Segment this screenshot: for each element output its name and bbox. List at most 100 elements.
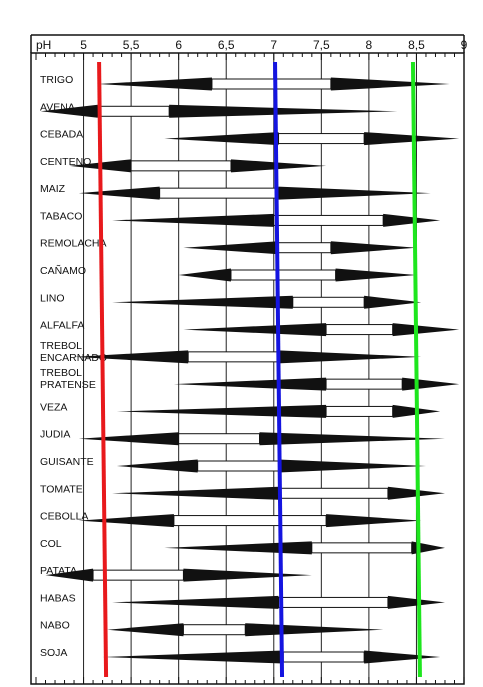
- crop-label-4-0: MAIZ: [40, 183, 66, 195]
- range-left-wedge: [116, 459, 198, 473]
- crop-row-18: [45, 568, 312, 582]
- range-left-wedge: [78, 186, 160, 200]
- crop-row-0: [97, 77, 450, 91]
- x-tick-label-6: 8: [366, 38, 373, 52]
- range-right-wedge: [278, 459, 426, 473]
- range-right-wedge: [383, 213, 441, 227]
- range-right-wedge: [326, 514, 422, 528]
- optimal-range-box: [273, 214, 384, 226]
- x-tick-label-4: 7: [270, 38, 277, 52]
- crop-row-19: [112, 595, 445, 609]
- crop-label-5-0: TABACO: [40, 210, 82, 222]
- crop-row-8: [112, 295, 422, 309]
- x-tick-labels: 5 5,5 6 6,5 7 7,5 8 8,5 9: [80, 38, 467, 52]
- range-left-wedge: [107, 623, 184, 637]
- optimal-range-box: [282, 651, 365, 663]
- crop-label-13-0: JUDIA: [40, 429, 70, 441]
- crop-label-2-0: CEBADA: [40, 129, 83, 141]
- x-tick-label-3: 6,5: [218, 38, 235, 52]
- optimal-range-box: [130, 160, 232, 172]
- crop-label-16-0: CEBOLLA: [40, 511, 88, 523]
- crop-label-18-0: PATATA: [40, 565, 77, 577]
- x-tick-label-5: 7,5: [313, 38, 330, 52]
- optimal-range-box: [325, 378, 403, 390]
- crop-row-16: [78, 514, 422, 528]
- range-right-wedge: [259, 432, 445, 446]
- crop-row-13: [78, 432, 445, 446]
- crop-row-5: [112, 213, 441, 227]
- range-left-wedge: [183, 323, 327, 337]
- reference-line-0: [97, 61, 109, 678]
- crop-label-12-0: VEZA: [40, 401, 67, 413]
- crop-label-20-0: NABO: [40, 620, 70, 632]
- range-right-wedge: [169, 104, 398, 118]
- range-left-wedge: [164, 132, 279, 146]
- reference-lines: [97, 61, 422, 678]
- range-left-wedge: [183, 241, 279, 255]
- crop-label-7-0: CAÑAMO: [40, 264, 86, 277]
- x-tick-label-2: 6: [175, 38, 182, 52]
- range-left-wedge: [112, 295, 293, 309]
- optimal-range-box: [278, 242, 332, 254]
- crop-label-10-1: ENCARNADO: [40, 352, 107, 364]
- crop-label-3-0: CENTENO: [40, 156, 91, 168]
- optimal-range-box: [292, 296, 365, 308]
- crop-label-11-1: PRATENSE: [40, 379, 96, 391]
- crop-label-11-0: TREBOL: [40, 367, 82, 379]
- reference-line-2: [410, 61, 422, 678]
- range-left-wedge: [112, 595, 279, 609]
- optimal-range-box: [325, 324, 394, 336]
- optimal-range-box: [278, 596, 389, 608]
- crop-label-15-0: TOMATE: [40, 483, 83, 495]
- x-axis-label: pH: [36, 38, 51, 52]
- plot-frame: [30, 52, 465, 685]
- crop-row-2: [164, 132, 460, 146]
- crop-label-17-0: COL: [40, 538, 62, 550]
- optimal-range-box: [278, 487, 389, 499]
- crop-row-6: [183, 241, 417, 255]
- optimal-range-box: [230, 269, 337, 281]
- crop-labels: TRIGO AVENA CEBADA CENTENO MAIZ TABACO REMOLAC…: [40, 74, 107, 659]
- x-tick-label-0: 5: [80, 38, 87, 52]
- optimal-range-box: [173, 515, 327, 527]
- range-right-wedge: [278, 350, 422, 364]
- range-left-wedge: [78, 514, 174, 528]
- range-left-wedge: [78, 432, 179, 446]
- range-left-wedge: [164, 541, 312, 555]
- minor-ticks: [35, 53, 465, 684]
- range-right-wedge: [330, 77, 450, 91]
- optimal-range-box: [187, 351, 280, 363]
- x-tick-label-8: 9: [461, 38, 468, 52]
- optimal-range-box: [92, 569, 184, 581]
- range-left-wedge: [45, 568, 94, 582]
- x-tick-label-7: 8,5: [408, 38, 425, 52]
- optimal-range-box: [178, 433, 261, 445]
- range-right-wedge: [364, 650, 441, 664]
- range-left-wedge: [178, 268, 231, 282]
- crop-row-9: [183, 323, 460, 337]
- range-left-wedge: [74, 350, 189, 364]
- optimal-range-box: [97, 105, 170, 117]
- crop-row-21: [102, 650, 441, 664]
- crop-row-7: [178, 268, 417, 282]
- crop-ranges: [40, 77, 460, 664]
- crop-label-9-0: ALFALFA: [40, 320, 84, 332]
- optimal-range-box: [325, 405, 394, 417]
- gridlines: [83, 53, 465, 684]
- range-right-wedge: [392, 323, 460, 337]
- range-left-wedge: [112, 213, 274, 227]
- range-left-wedge: [102, 650, 284, 664]
- optimal-range-box: [182, 624, 246, 636]
- crop-label-10-0: TREBOL: [40, 340, 82, 352]
- range-right-wedge: [183, 568, 312, 582]
- range-left-wedge: [173, 377, 327, 391]
- crop-label-1-0: AVENA: [40, 101, 75, 113]
- range-right-wedge: [230, 159, 327, 173]
- x-tick-label-1: 5,5: [123, 38, 140, 52]
- reference-line-1: [273, 61, 285, 678]
- optimal-range-box: [159, 187, 280, 199]
- range-left-wedge: [97, 77, 212, 91]
- crop-label-19-0: HABAS: [40, 592, 76, 604]
- crop-label-14-0: GUISANTE: [40, 456, 94, 468]
- crop-label-21-0: SOJA: [40, 647, 67, 659]
